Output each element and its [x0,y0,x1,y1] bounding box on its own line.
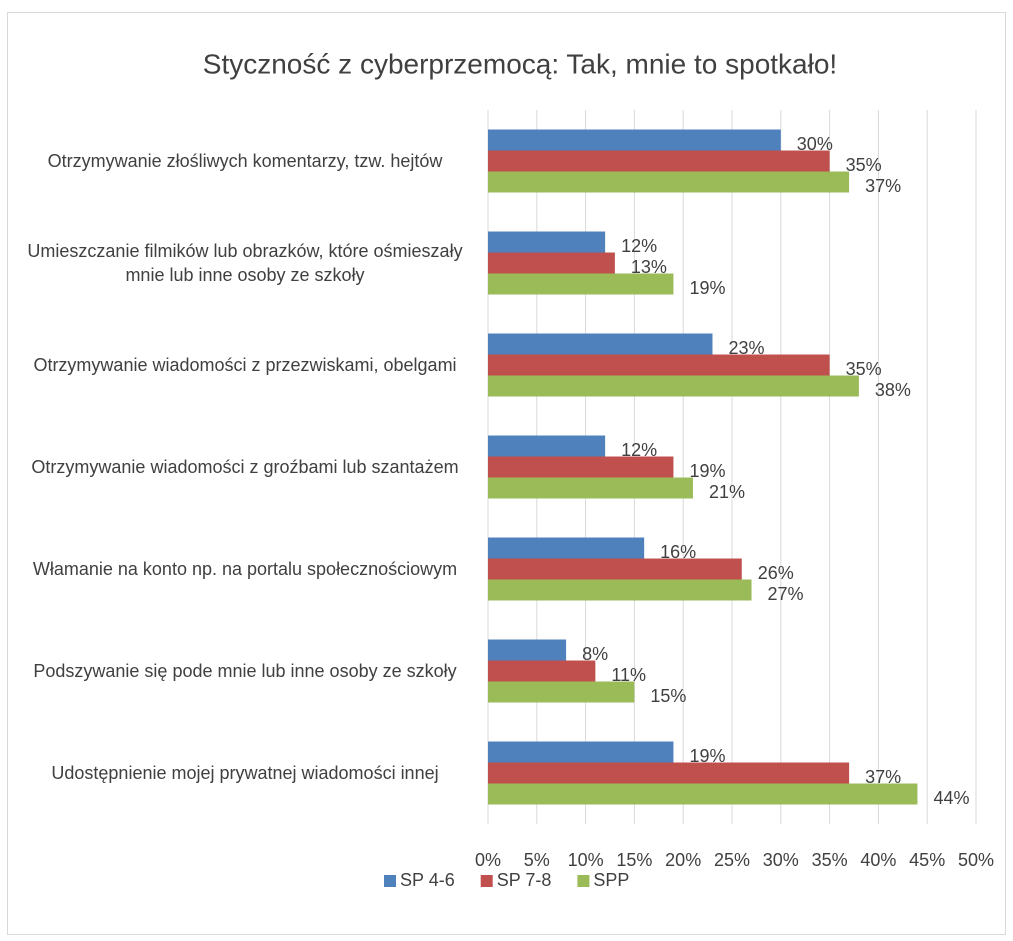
bar [488,456,674,478]
bar [488,375,859,397]
bar [488,231,606,253]
bar [488,252,615,274]
x-tick-label: 50% [958,850,994,870]
data-label: 13% [631,257,667,277]
x-tick-label: 15% [616,850,652,870]
y-tick-label: Włamanie na konto np. na portalu społecz… [32,559,458,579]
y-tick-label: Otrzymywanie wiadomości z groźbami lub s… [31,457,459,477]
bar [488,171,850,193]
y-tick-label: Otrzymywanie wiadomości z przezwiskami, … [33,355,457,375]
data-label: 19% [689,278,725,298]
data-label: 19% [689,746,725,766]
legend-label: SP 7-8 [497,870,552,890]
bar [488,579,752,601]
x-tick-label: 10% [568,850,604,870]
data-label: 12% [621,440,657,460]
data-label: 30% [797,134,833,154]
bar [488,273,674,295]
x-tick-label: 0% [475,850,501,870]
x-tick-label: 25% [714,850,750,870]
chart-title: Styczność z cyberprzemocą: Tak, mnie to … [203,48,837,79]
x-tick-label: 5% [524,850,550,870]
legend-label: SPP [593,870,629,890]
bar [488,741,674,763]
bar [488,354,830,376]
data-label: 12% [621,236,657,256]
x-tick-label: 45% [909,850,945,870]
data-label: 44% [933,788,969,808]
data-label: 23% [728,338,764,358]
bar [488,333,713,355]
bar [488,639,567,661]
legend-swatch [480,875,493,887]
bar [488,435,606,457]
bar [488,660,596,682]
x-tick-label: 35% [812,850,848,870]
legend-label: SP 4-6 [400,870,455,890]
legend-swatch [577,875,590,887]
bar [488,762,850,784]
data-label: 16% [660,542,696,562]
data-label: 37% [865,767,901,787]
bar [488,129,781,151]
data-label: 11% [611,665,646,685]
data-label: 35% [846,359,882,379]
bar [488,537,645,559]
x-tick-label: 20% [665,850,701,870]
data-label: 21% [709,482,745,502]
y-tick-label: Udostępnienie mojej prywatnej wiadomości… [51,763,439,783]
data-label: 26% [758,563,794,583]
data-label: 19% [689,461,725,481]
y-tick-label: Umieszczanie filmików lub obrazków, któr… [27,241,463,285]
bar [488,681,635,703]
data-label: 15% [650,686,686,706]
data-label: 27% [768,584,804,604]
bar [488,150,830,172]
data-label: 38% [875,380,911,400]
bar [488,783,918,805]
data-label: 37% [865,176,901,196]
y-tick-label: Podszywanie się pode mnie lub inne osoby… [33,661,457,681]
x-tick-label: 40% [860,850,896,870]
bar [488,477,693,499]
bar [488,558,742,580]
data-label: 35% [846,155,882,175]
legend-swatch [384,875,396,887]
x-tick-label: 30% [763,850,799,870]
y-tick-label: Otrzymywanie złośliwych komentarzy, tzw.… [47,151,443,171]
data-label: 8% [582,644,608,664]
